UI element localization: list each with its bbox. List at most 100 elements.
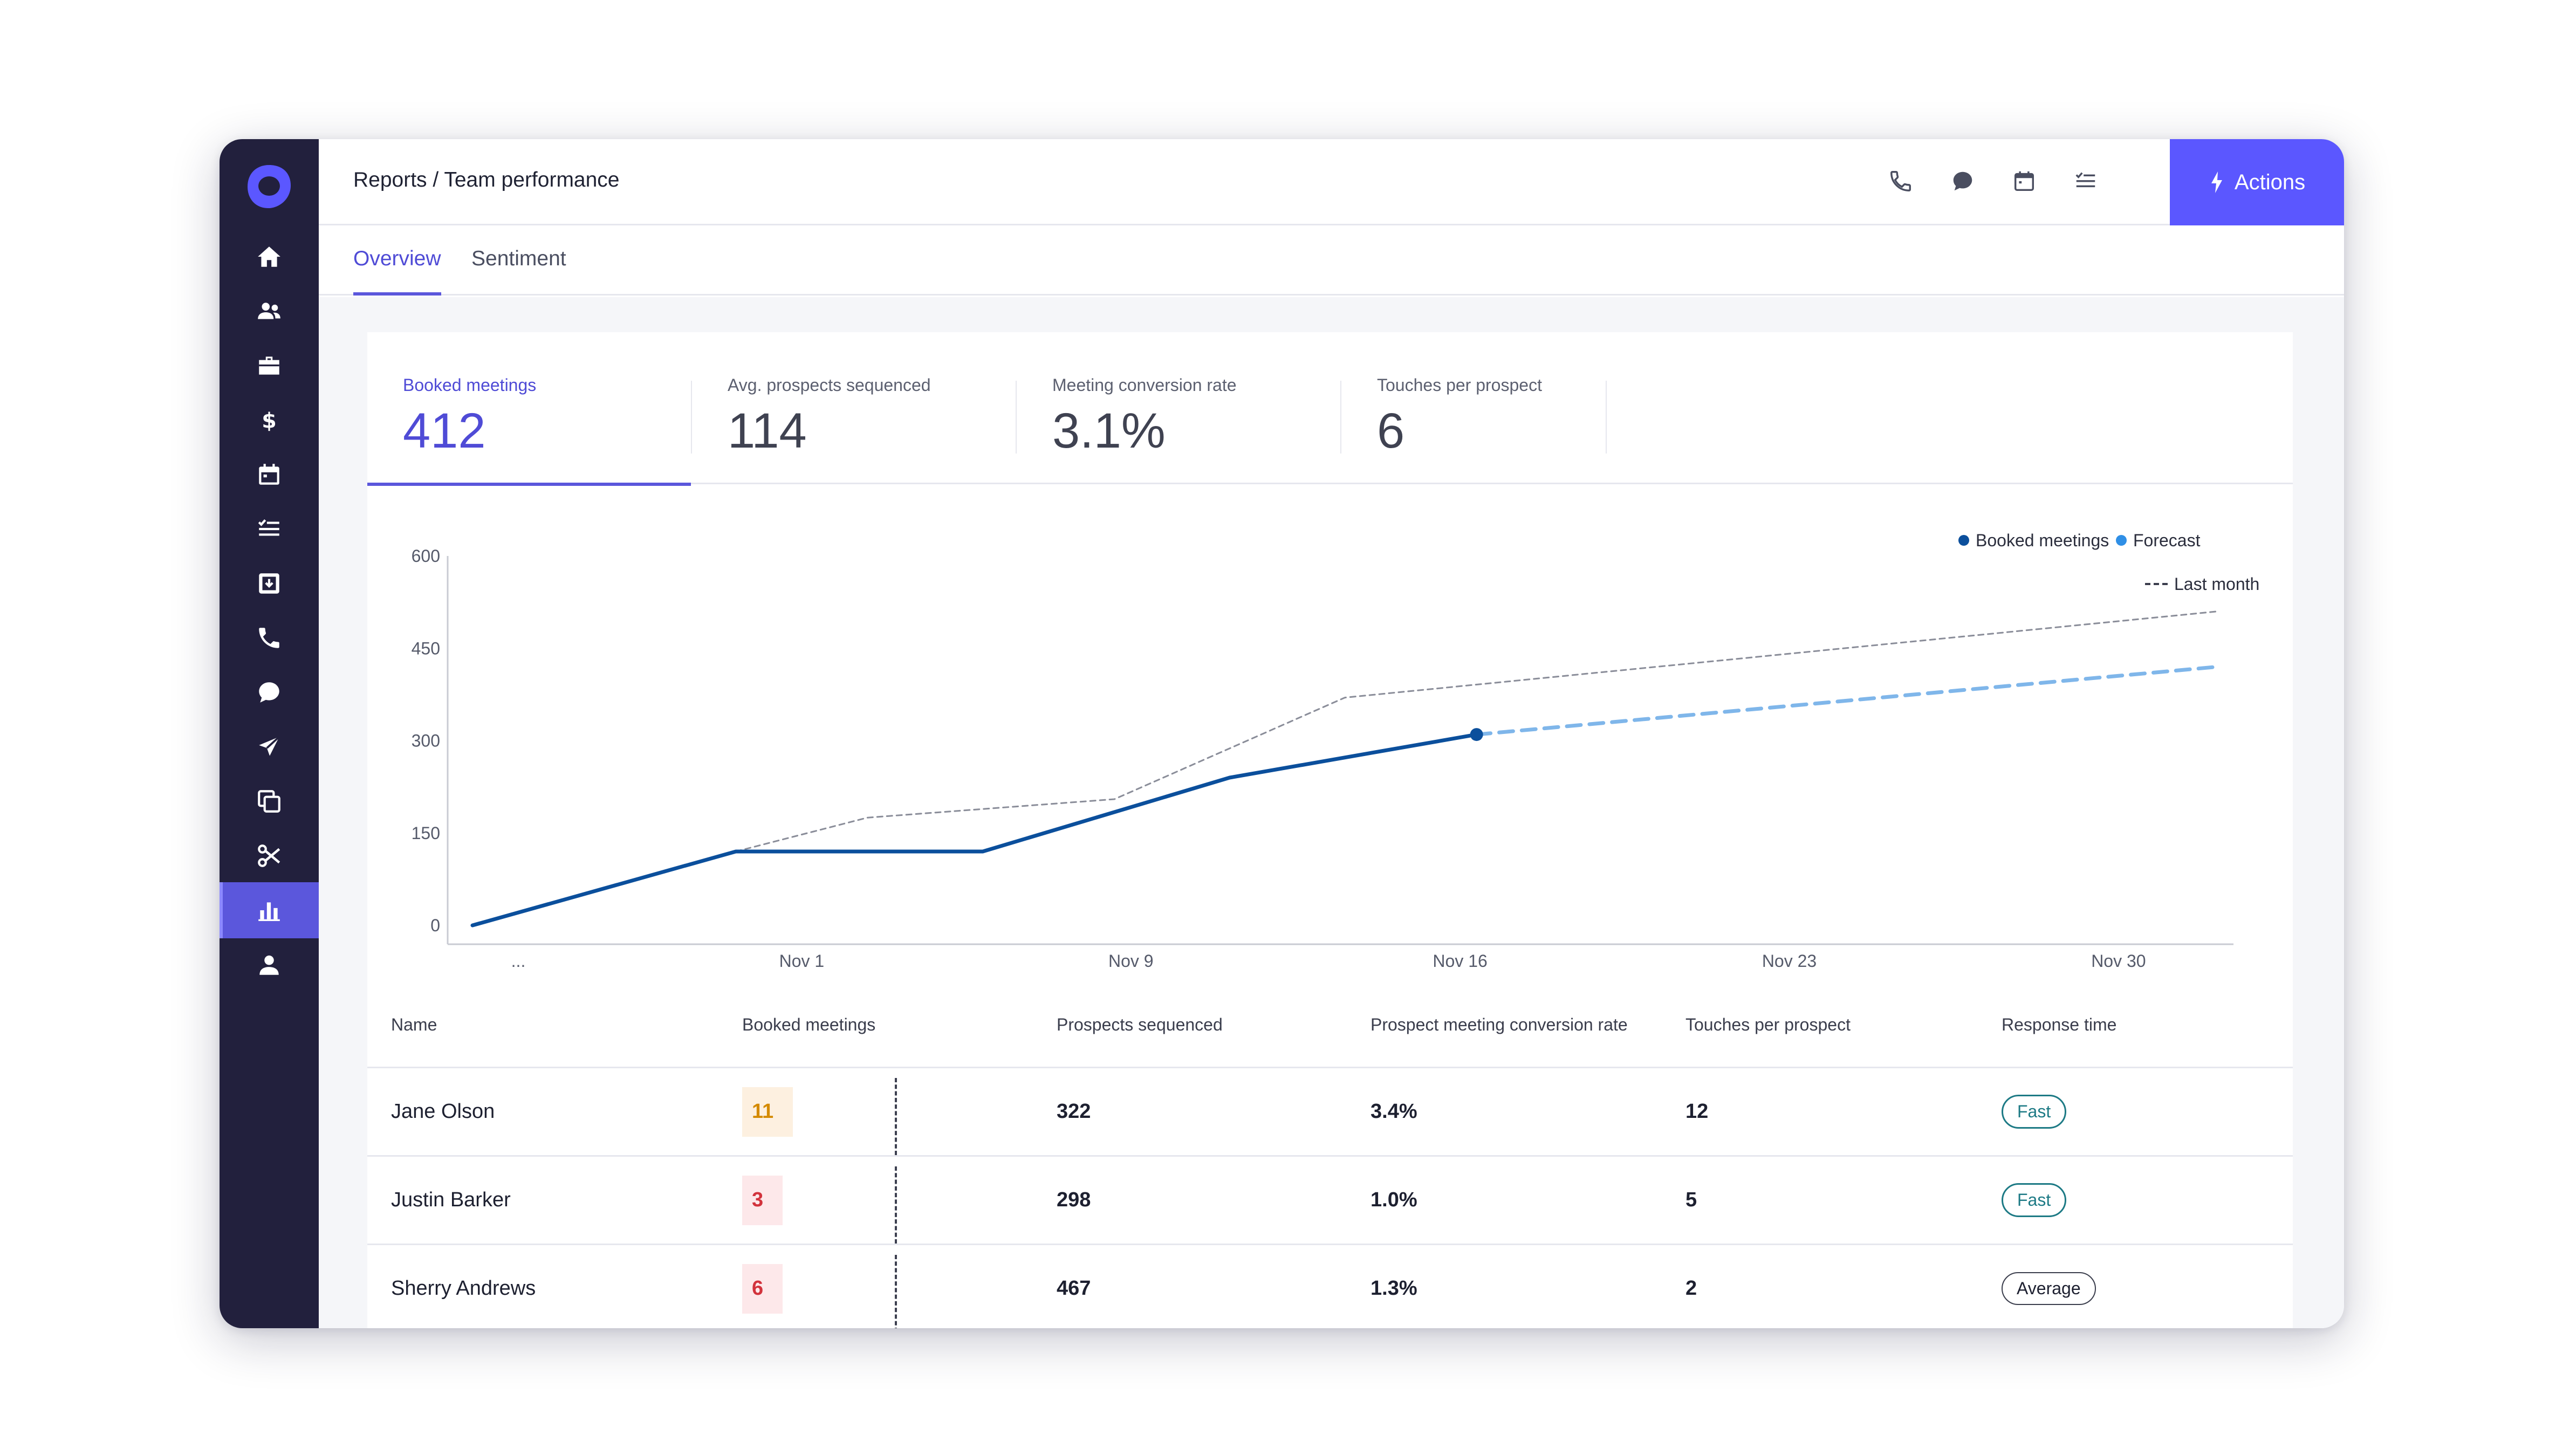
- sidebar-item-snippets[interactable]: [220, 828, 319, 884]
- row-conversion-rate: 3.4%: [1371, 1100, 1417, 1123]
- metric-divider: [1606, 381, 1607, 454]
- table-row[interactable]: Jane Olson 11 322 3.4% 12 Fast: [367, 1068, 2293, 1157]
- metrics-row: Booked meetings 412 Avg. prospects seque…: [367, 332, 2293, 486]
- y-tick-label: 300: [412, 731, 440, 751]
- header-tasks-button[interactable]: [2071, 166, 2101, 196]
- booked-meetings-current-point: [1470, 728, 1483, 741]
- actions-button[interactable]: Actions: [2170, 139, 2344, 225]
- column-header-prospects-sequenced[interactable]: Prospects sequenced: [1057, 1014, 1223, 1034]
- scissors-icon: [258, 844, 280, 867]
- column-header-conversion-rate[interactable]: Prospect meeting conversion rate: [1371, 1014, 1628, 1034]
- sidebar-item-accounts[interactable]: [220, 338, 319, 394]
- booked-chip: 6: [742, 1263, 783, 1314]
- sidebar-item-chat[interactable]: [220, 664, 319, 720]
- row-response-time: Average: [2002, 1245, 2096, 1328]
- sidebar: $: [220, 139, 319, 1328]
- booked-chip: 11: [742, 1087, 793, 1137]
- sidebar-item-calendar[interactable]: [220, 447, 319, 503]
- column-header-name[interactable]: Name: [391, 1014, 437, 1034]
- target-divider: [895, 1255, 897, 1328]
- sidebar-item-home[interactable]: [220, 229, 319, 285]
- x-tick-label: Nov 23: [1762, 951, 1817, 971]
- x-tick-label: Nov 1: [779, 951, 825, 971]
- row-touches-per-prospect: 12: [1685, 1100, 1709, 1123]
- calendar-icon: [259, 464, 279, 485]
- row-conversion-rate: 1.0%: [1371, 1189, 1417, 1211]
- legend-label-forecast: Forecast: [2133, 531, 2201, 550]
- chat-icon: [1953, 171, 1972, 191]
- metric-divider: [1016, 381, 1017, 454]
- row-touches-per-prospect: 5: [1685, 1189, 1697, 1211]
- column-header-response-time[interactable]: Response time: [2002, 1014, 2117, 1034]
- briefcase-icon: [259, 356, 279, 375]
- top-header: Reports / Team performance Actions: [319, 139, 2344, 225]
- user-icon: [259, 955, 279, 975]
- column-header-booked-meetings[interactable]: Booked meetings: [742, 1014, 876, 1034]
- row-name: Justin Barker: [391, 1189, 511, 1211]
- app-window: $ Reports /: [220, 139, 2344, 1328]
- row-booked-cell: 11: [742, 1068, 793, 1155]
- metric-touches-per-prospect[interactable]: Touches per prospect 6: [1341, 332, 1606, 484]
- table-header: Name Booked meetings Prospects sequenced…: [367, 982, 2293, 1068]
- metric-value: 3.1%: [1052, 403, 1166, 458]
- sidebar-item-inbox[interactable]: [220, 555, 319, 612]
- table-row[interactable]: Sherry Andrews 6 467 1.3% 2 Average: [367, 1245, 2293, 1328]
- header-chat-button[interactable]: [1948, 166, 1978, 196]
- booked-chip: 3: [742, 1175, 783, 1225]
- header-calendar-button[interactable]: [2009, 166, 2039, 196]
- sidebar-item-people[interactable]: [220, 283, 319, 339]
- metric-booked-meetings[interactable]: Booked meetings 412: [367, 332, 691, 486]
- dollar-icon: $: [262, 409, 277, 434]
- home-icon: [258, 246, 280, 267]
- target-divider: [895, 1166, 897, 1244]
- phone-icon: [1890, 171, 1911, 191]
- sidebar-item-templates[interactable]: [220, 773, 319, 829]
- tab-bar: Overview Sentiment: [319, 225, 2344, 296]
- sidebar-item-sequences[interactable]: [220, 719, 319, 775]
- row-prospects-sequenced: 298: [1057, 1189, 1091, 1211]
- tab-sentiment[interactable]: Sentiment: [471, 247, 566, 270]
- y-tick-label: 450: [412, 638, 440, 658]
- sidebar-item-profile[interactable]: [220, 937, 319, 993]
- inbox-icon: [259, 573, 279, 594]
- x-tick-label: Nov 9: [1108, 951, 1154, 971]
- series-line-forecast: [1475, 665, 2219, 737]
- y-tick-label: 0: [430, 916, 440, 935]
- metric-label: Avg. prospects sequenced: [728, 375, 931, 395]
- metric-value: 6: [1377, 403, 1405, 458]
- sidebar-item-calls[interactable]: [220, 610, 319, 666]
- metric-avg-prospects-sequenced[interactable]: Avg. prospects sequenced 114: [692, 332, 1016, 484]
- copy-icon: [258, 790, 280, 813]
- row-response-time: Fast: [2002, 1157, 2067, 1244]
- column-header-touches-per-prospect[interactable]: Touches per prospect: [1685, 1014, 1851, 1034]
- series-line-booked-meetings: [470, 732, 1479, 928]
- legend-label-booked-meetings: Booked meetings: [1976, 531, 2109, 550]
- line-chart: 0 150 300 450 600... Nov 1 Nov 9 Nov 16 Nov 23 No…: [412, 531, 2260, 971]
- chat-icon: [259, 682, 279, 703]
- x-tick-label: Nov 16: [1433, 951, 1487, 971]
- table-row[interactable]: Justin Barker 3 298 1.0% 5 Fast: [367, 1157, 2293, 1245]
- legend-marker-booked-meetings: [1958, 535, 1969, 546]
- y-tick-label: 150: [412, 823, 440, 843]
- tab-overview[interactable]: Overview: [353, 247, 441, 296]
- calendar-icon: [2014, 171, 2034, 191]
- metric-label: Booked meetings: [403, 375, 537, 395]
- svg-text:$: $: [262, 409, 277, 434]
- header-phone-button[interactable]: [1886, 166, 1916, 196]
- response-badge: Average: [2002, 1272, 2096, 1305]
- sidebar-item-tasks[interactable]: [220, 501, 319, 557]
- sidebar-item-reports[interactable]: [220, 882, 319, 938]
- tasks-icon: [2075, 172, 2095, 188]
- row-prospects-sequenced: 322: [1057, 1100, 1091, 1123]
- sidebar-item-opportunities[interactable]: $: [220, 392, 319, 448]
- metric-label: Meeting conversion rate: [1052, 375, 1237, 395]
- outreach-logo[interactable]: [244, 162, 294, 211]
- row-prospects-sequenced: 467: [1057, 1277, 1091, 1300]
- phone-icon: [259, 628, 279, 648]
- tasks-icon: [258, 519, 279, 536]
- team-performance-table: Name Booked meetings Prospects sequenced…: [367, 982, 2293, 1328]
- lightning-icon: [2211, 171, 2222, 193]
- metric-meeting-conversion-rate[interactable]: Meeting conversion rate 3.1%: [1017, 332, 1340, 484]
- breadcrumb: Reports / Team performance: [353, 168, 620, 191]
- bar-chart-icon: [258, 902, 280, 921]
